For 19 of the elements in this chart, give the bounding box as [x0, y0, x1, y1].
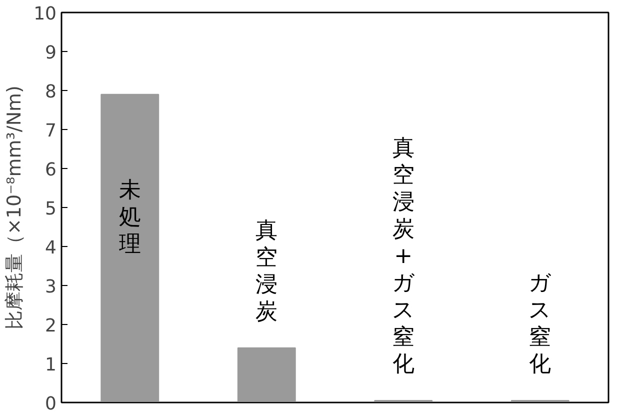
- y-tick-label: 3: [45, 276, 56, 298]
- y-axis-title: 比摩耗量（×10⁻⁸mm³/Nm): [4, 86, 26, 330]
- text: ガス窒化: [528, 271, 552, 378]
- y-tick-label: 10: [34, 4, 56, 24]
- y-tick-label: 8: [45, 82, 56, 102]
- y-tick-label: 6: [45, 160, 56, 180]
- y-tick-label: 7: [45, 120, 56, 142]
- y-tick-label: 2: [45, 316, 56, 336]
- y-tick-label: 0: [45, 394, 56, 412]
- y-tick-label: 9: [45, 42, 56, 64]
- annotation: 未処理: [118, 178, 141, 258]
- y-tick-label: 4: [45, 238, 56, 258]
- bar: [100, 94, 160, 402]
- annotation: 真空浸炭: [256, 218, 278, 324]
- annotation: ガス窒化: [392, 271, 415, 378]
- y-tick-label: 5: [45, 198, 56, 220]
- text: 真空浸炭+: [392, 136, 414, 270]
- bar: [237, 347, 296, 402]
- y-tick-label: 1: [45, 354, 56, 376]
